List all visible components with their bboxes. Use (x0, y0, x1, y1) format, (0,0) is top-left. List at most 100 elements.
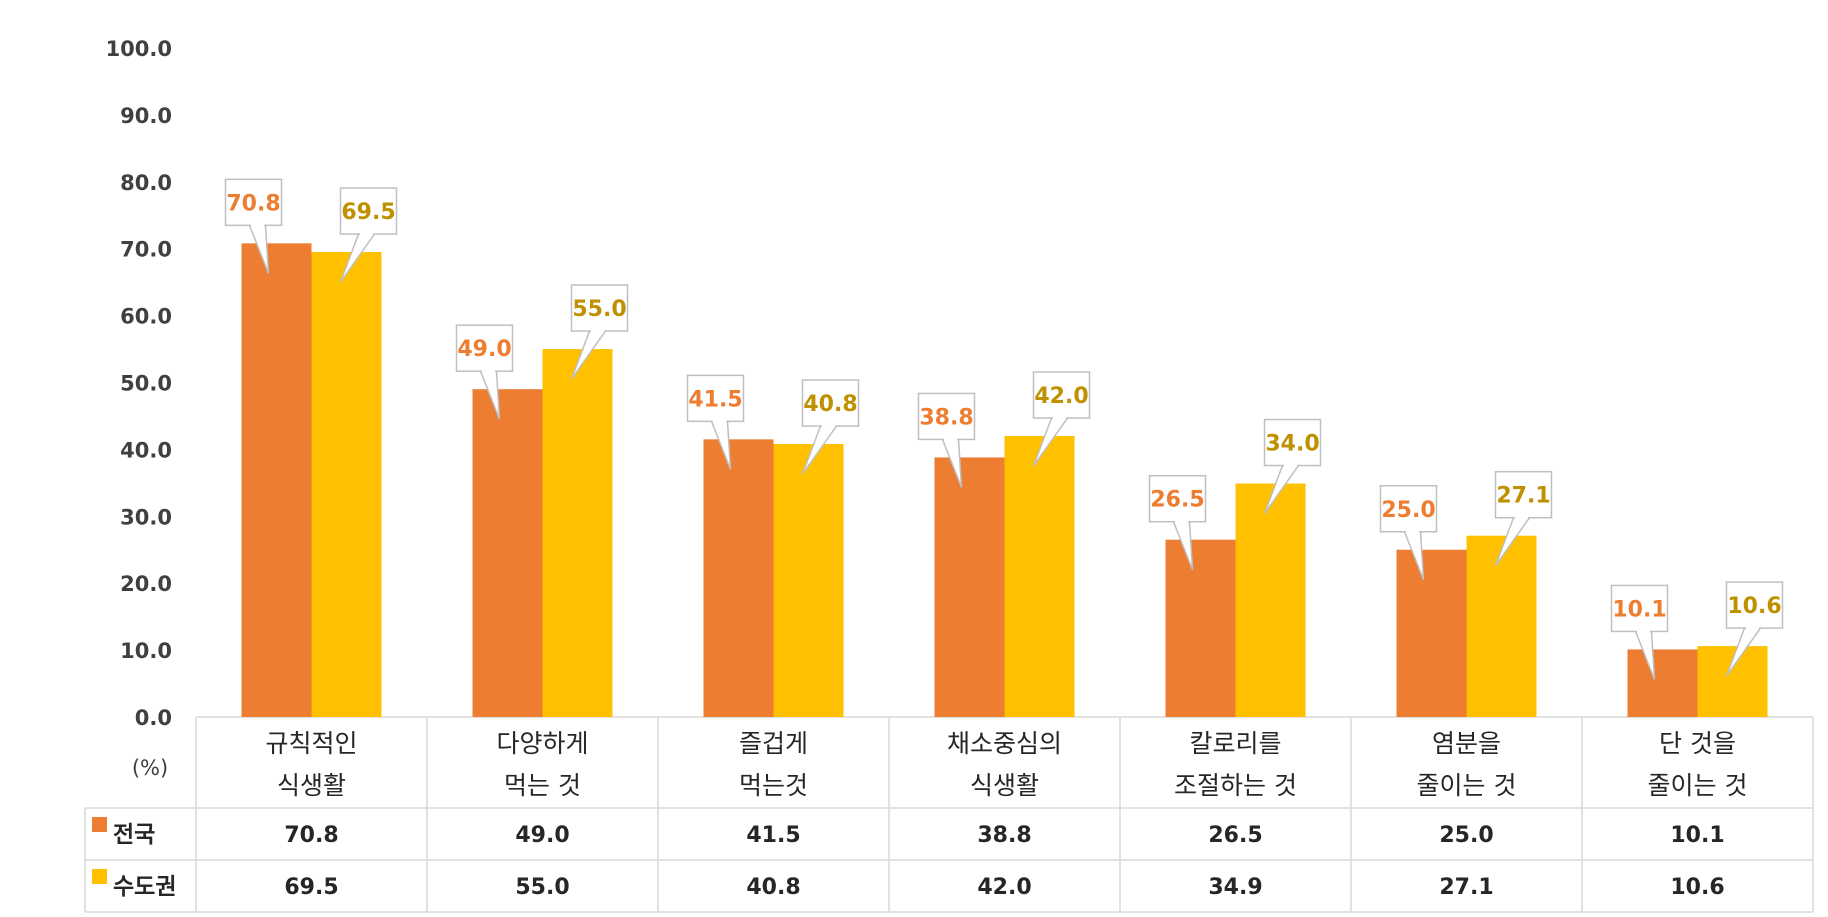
y-tick-label: 10.0 (120, 639, 172, 663)
y-tick-label: 50.0 (120, 372, 172, 396)
legend-swatch (92, 869, 107, 884)
data-label: 27.1 (1496, 484, 1550, 509)
data-label-callout: 49.0 (455, 324, 514, 420)
table-cell-value: 41.5 (746, 823, 800, 848)
category-label: 다양하게 (496, 729, 588, 758)
bar (241, 243, 312, 717)
data-label: 42.0 (1034, 384, 1088, 409)
y-tick-label: 60.0 (120, 305, 172, 329)
legend-label: 수도권 (113, 874, 176, 900)
data-label: 26.5 (1150, 488, 1204, 513)
data-label-callout: 69.5 (339, 187, 398, 283)
data-label-callout: 26.5 (1148, 474, 1207, 570)
bar (472, 389, 543, 717)
y-tick-label: 80.0 (120, 171, 172, 195)
data-label-callout: 41.5 (686, 374, 745, 470)
callout-box (339, 187, 398, 235)
table-cell-value: 25.0 (1439, 823, 1493, 848)
category-label: 식생활 (970, 771, 1039, 800)
bar (934, 457, 1005, 717)
callout-box (686, 374, 745, 423)
category-label: 먹는 것 (504, 771, 581, 800)
bar (1004, 436, 1075, 717)
data-label-callout: 10.6 (1725, 581, 1784, 677)
y-axis: 0.0 10.0 20.0 30.0 40.0 50.0 60.0 70.0 80.0 90.0 1… (106, 37, 172, 780)
data-labels: 70.8 69.5 49.0 55.0 41.5 40.8 38.8 42.0 26.5 34.0… (224, 178, 1784, 680)
data-label: 70.8 (226, 191, 280, 216)
data-label: 40.8 (803, 392, 857, 417)
table-cell-value: 55.0 (515, 875, 569, 900)
data-label-callout: 38.8 (917, 392, 976, 488)
data-label: 38.8 (919, 405, 973, 430)
data-label: 34.0 (1265, 432, 1319, 457)
data-table-values: 70.8 49.0 41.5 38.8 26.5 25.0 10.1 69.5 55.0 40.8… (284, 823, 1724, 900)
y-tick-label: 20.0 (120, 572, 172, 596)
callout-box (1148, 474, 1207, 523)
callout-box (1725, 581, 1784, 629)
category-label: 즐겁게 (739, 729, 808, 758)
bar (1396, 549, 1467, 717)
data-label: 55.0 (572, 297, 626, 322)
data-label-callout: 25.0 (1379, 485, 1438, 581)
data-label: 25.0 (1381, 498, 1435, 523)
category-label: 채소중심의 (947, 729, 1062, 758)
bar (1466, 535, 1537, 717)
table-cell-value: 40.8 (746, 875, 800, 900)
data-label: 10.1 (1612, 597, 1666, 622)
y-tick-label: 100.0 (106, 37, 172, 61)
legend-swatch (92, 817, 107, 832)
table-cell-value: 69.5 (284, 875, 338, 900)
category-label: 조절하는 것 (1174, 771, 1297, 800)
y-tick-label: 30.0 (120, 505, 172, 529)
y-tick-label: 90.0 (120, 104, 172, 128)
callout-box (801, 379, 860, 427)
bar (1235, 483, 1306, 717)
legend-label: 전국 (113, 822, 155, 848)
bar (311, 252, 382, 718)
category-label: 단 것을 (1659, 729, 1736, 758)
data-label-callout: 34.0 (1263, 418, 1322, 514)
table-cell-value: 10.1 (1670, 823, 1724, 848)
callout-box (455, 324, 514, 372)
callout-box (1610, 584, 1669, 633)
category-label: 염분을 (1432, 729, 1501, 758)
category-label: 식생활 (277, 771, 346, 800)
callout-box (224, 178, 283, 227)
table-cell-value: 38.8 (977, 823, 1031, 848)
data-label-callout: 70.8 (224, 178, 283, 274)
table-cell-value: 26.5 (1208, 823, 1262, 848)
data-label-callout: 40.8 (801, 379, 860, 475)
table-cell-value: 27.1 (1439, 875, 1493, 900)
y-tick-label: 70.0 (120, 238, 172, 262)
bar (703, 439, 774, 717)
category-label: 줄이는 것 (1417, 771, 1517, 800)
data-label-callout: 55.0 (570, 284, 629, 380)
category-label: 규칙적인 (265, 729, 357, 758)
category-label: 먹는것 (739, 771, 808, 800)
data-label-callout: 42.0 (1032, 371, 1091, 467)
bar (1697, 646, 1768, 717)
bar (1627, 649, 1698, 717)
table-cell-value: 10.6 (1670, 875, 1724, 900)
table-cell-value: 49.0 (515, 823, 569, 848)
data-label: 41.5 (688, 387, 742, 412)
table-cell-value: 34.9 (1208, 875, 1262, 900)
bar (542, 349, 613, 717)
table-cell-value: 42.0 (977, 875, 1031, 900)
y-tick-label: 0.0 (135, 706, 172, 730)
data-label-callout: 27.1 (1494, 470, 1553, 567)
category-label: 줄이는 것 (1648, 771, 1748, 800)
bar (1165, 539, 1236, 717)
data-label-callout: 10.1 (1610, 584, 1669, 680)
y-tick-label: 40.0 (120, 438, 172, 462)
unit-label: (%) (132, 756, 168, 780)
bars (241, 243, 1768, 718)
table-cell-value: 70.8 (284, 823, 338, 848)
data-label: 49.0 (457, 337, 511, 362)
category-label: 칼로리를 (1189, 729, 1281, 758)
data-label: 10.6 (1727, 594, 1781, 619)
data-label: 69.5 (341, 200, 395, 225)
